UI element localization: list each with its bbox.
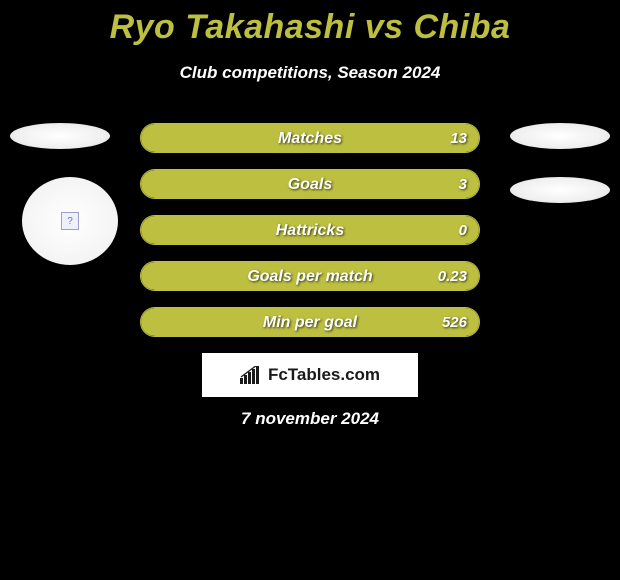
footer-date: 7 november 2024 (0, 409, 620, 429)
stat-label: Matches (141, 124, 479, 152)
stat-label: Hattricks (141, 216, 479, 244)
stat-label: Min per goal (141, 308, 479, 336)
player-avatar: ? (22, 177, 118, 265)
brand-bars-icon (240, 366, 262, 384)
player-left-ellipse-1 (10, 123, 110, 149)
stat-label: Goals (141, 170, 479, 198)
page-subtitle: Club competitions, Season 2024 (0, 63, 620, 83)
stat-value: 13 (450, 124, 467, 152)
stat-row: Goals per match0.23 (140, 261, 480, 291)
stat-row: Hattricks0 (140, 215, 480, 245)
player-right-ellipse-2 (510, 177, 610, 203)
stat-row: Goals3 (140, 169, 480, 199)
player-right-ellipse-1 (510, 123, 610, 149)
stats-table: Matches13 Goals3 Hattricks0 Goals per match… (140, 123, 480, 353)
stat-value: 526 (442, 308, 467, 336)
page-title: Ryo Takahashi vs Chiba (0, 0, 620, 47)
avatar-placeholder-icon: ? (61, 212, 79, 230)
stat-value: 0 (459, 216, 467, 244)
stat-value: 0.23 (438, 262, 467, 290)
stat-row: Matches13 (140, 123, 480, 153)
brand-box: FcTables.com (202, 353, 418, 397)
brand-text: FcTables.com (268, 365, 380, 385)
stat-value: 3 (459, 170, 467, 198)
stat-label: Goals per match (141, 262, 479, 290)
stat-row: Min per goal526 (140, 307, 480, 337)
